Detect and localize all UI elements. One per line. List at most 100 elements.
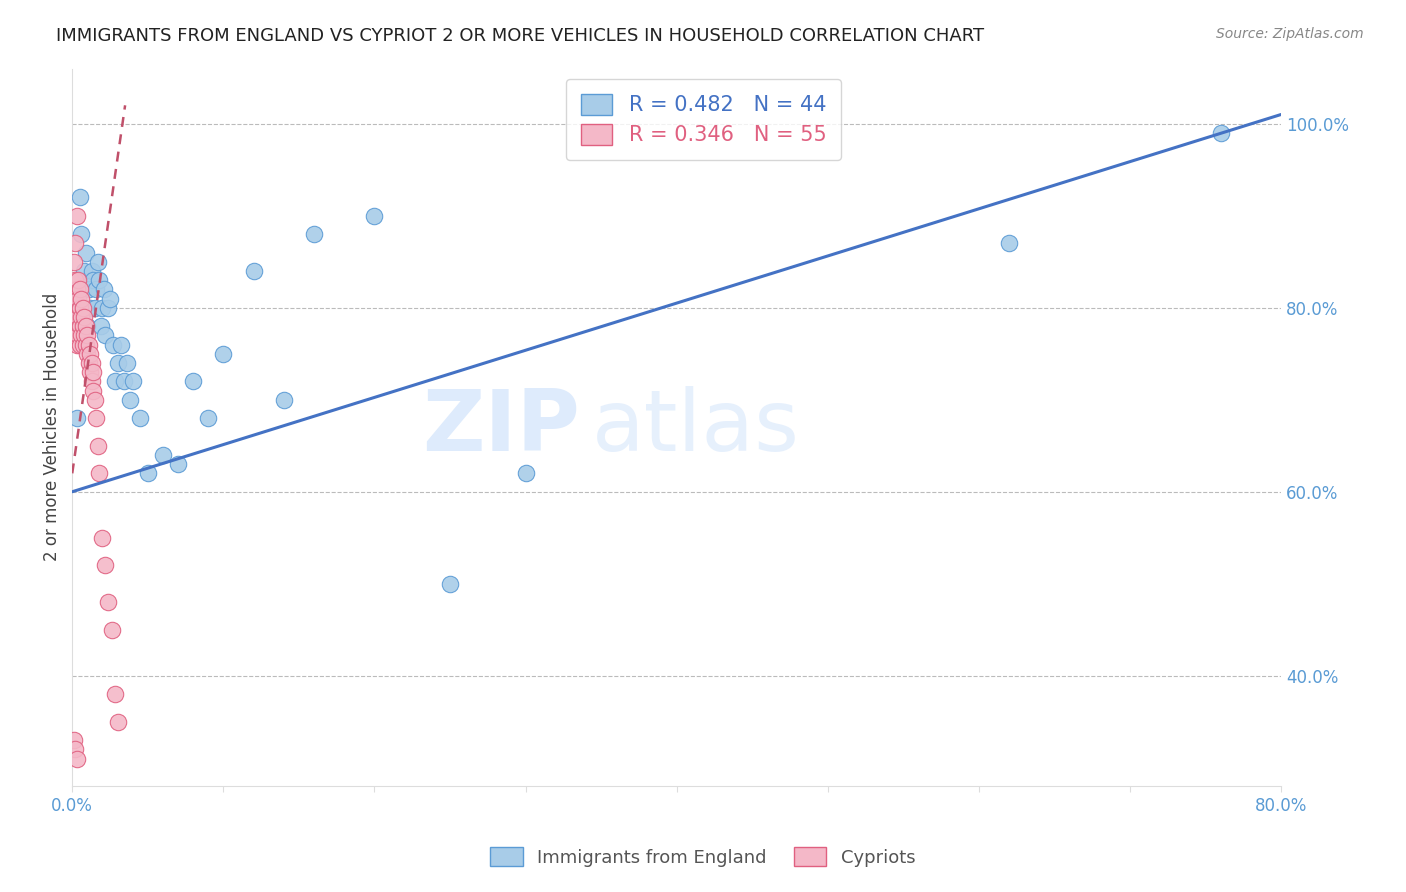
- Point: [69, 282, 91, 296]
- Point: [73, 310, 96, 324]
- Point: [76, 319, 98, 334]
- Point: [103, 375, 125, 389]
- Point: [152, 448, 174, 462]
- Point: [1209, 126, 1232, 140]
- Point: [82, 273, 104, 287]
- Point: [167, 457, 190, 471]
- Point: [67, 292, 90, 306]
- Point: [98, 292, 121, 306]
- Point: [103, 687, 125, 701]
- Point: [86, 282, 108, 296]
- Point: [76, 328, 98, 343]
- Point: [242, 264, 264, 278]
- Point: [100, 623, 122, 637]
- Point: [69, 190, 91, 204]
- Text: IMMIGRANTS FROM ENGLAND VS CYPRIOT 2 OR MORE VEHICLES IN HOUSEHOLD CORRELATION C: IMMIGRANTS FROM ENGLAND VS CYPRIOT 2 OR …: [56, 27, 984, 45]
- Point: [181, 375, 204, 389]
- Point: [121, 375, 143, 389]
- Point: [72, 337, 94, 351]
- Point: [70, 292, 93, 306]
- Point: [80, 264, 103, 278]
- Point: [75, 245, 97, 260]
- Point: [93, 282, 115, 296]
- Point: [515, 467, 537, 481]
- Point: [75, 319, 97, 334]
- Point: [66, 209, 89, 223]
- Point: [439, 576, 461, 591]
- Point: [73, 328, 96, 343]
- Point: [80, 375, 103, 389]
- Point: [65, 310, 87, 324]
- Point: [101, 337, 124, 351]
- Point: [66, 411, 89, 425]
- Point: [65, 292, 87, 306]
- Point: [86, 411, 108, 425]
- Point: [79, 347, 101, 361]
- Point: [94, 328, 117, 343]
- Point: [75, 337, 97, 351]
- Point: [69, 301, 91, 315]
- Point: [89, 467, 111, 481]
- Point: [76, 347, 98, 361]
- Point: [73, 264, 96, 278]
- Point: [91, 301, 114, 315]
- Point: [136, 467, 159, 481]
- Point: [80, 356, 103, 370]
- Text: Source: ZipAtlas.com: Source: ZipAtlas.com: [1216, 27, 1364, 41]
- Point: [72, 319, 94, 334]
- Point: [62, 282, 84, 296]
- Point: [69, 337, 91, 351]
- Point: [72, 301, 94, 315]
- Point: [115, 356, 138, 370]
- Point: [97, 301, 120, 315]
- Point: [70, 227, 93, 241]
- Point: [87, 439, 110, 453]
- Point: [87, 254, 110, 268]
- Point: [77, 356, 100, 370]
- Point: [66, 319, 89, 334]
- Point: [89, 273, 111, 287]
- Point: [107, 356, 129, 370]
- Point: [129, 411, 152, 425]
- Point: [83, 392, 105, 407]
- Point: [66, 301, 89, 315]
- Point: [72, 282, 94, 296]
- Point: [67, 310, 90, 324]
- Point: [70, 328, 93, 343]
- Point: [273, 392, 295, 407]
- Point: [62, 301, 84, 315]
- Point: [83, 301, 105, 315]
- Point: [62, 319, 84, 334]
- Point: [66, 751, 89, 765]
- Point: [67, 273, 90, 287]
- Point: [70, 310, 93, 324]
- Point: [66, 337, 89, 351]
- Point: [77, 282, 100, 296]
- Point: [82, 384, 104, 398]
- Point: [67, 328, 90, 343]
- Y-axis label: 2 or more Vehicles in Household: 2 or more Vehicles in Household: [44, 293, 60, 561]
- Point: [302, 227, 325, 241]
- Point: [97, 595, 120, 609]
- Point: [118, 392, 141, 407]
- Point: [107, 714, 129, 729]
- Point: [65, 273, 87, 287]
- Legend: R = 0.482   N = 44, R = 0.346   N = 55: R = 0.482 N = 44, R = 0.346 N = 55: [567, 78, 841, 160]
- Legend: Immigrants from England, Cypriots: Immigrants from England, Cypriots: [484, 840, 922, 874]
- Point: [112, 375, 135, 389]
- Point: [62, 254, 84, 268]
- Point: [94, 558, 117, 573]
- Point: [197, 411, 219, 425]
- Point: [91, 531, 114, 545]
- Point: [62, 733, 84, 747]
- Point: [79, 365, 101, 379]
- Text: ZIP: ZIP: [422, 386, 579, 469]
- Point: [77, 337, 100, 351]
- Point: [69, 319, 91, 334]
- Point: [998, 236, 1021, 251]
- Point: [90, 319, 112, 334]
- Point: [212, 347, 235, 361]
- Point: [82, 365, 104, 379]
- Point: [110, 337, 132, 351]
- Point: [65, 742, 87, 756]
